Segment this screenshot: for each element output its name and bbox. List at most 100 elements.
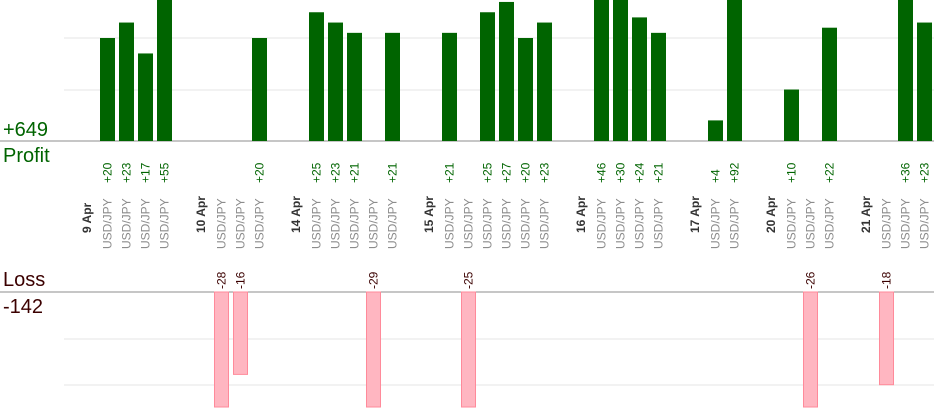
profit-value-label: +17 <box>139 162 153 183</box>
profit-bar <box>708 120 723 141</box>
profit-bar <box>499 1 514 142</box>
profit-bar <box>100 38 115 141</box>
profit-value-label: +23 <box>538 162 552 183</box>
pair-label: USD/JPY <box>614 198 628 249</box>
profit-value-label: +21 <box>443 162 457 183</box>
date-label: 15 Apr <box>422 196 436 233</box>
date-label: 14 Apr <box>289 196 303 233</box>
profit-bar <box>157 0 172 141</box>
profit-bar <box>442 32 457 141</box>
pair-label: USD/JPY <box>918 198 932 249</box>
pair-label: USD/JPY <box>652 198 666 249</box>
profit-total: +649 <box>3 119 49 141</box>
loss-bar <box>214 291 229 408</box>
profit-bar <box>385 32 400 141</box>
loss-bar <box>366 291 381 408</box>
profit-value-label: +55 <box>158 162 172 183</box>
profit-value-label: +21 <box>652 162 666 183</box>
loss-value-label: -29 <box>367 271 381 289</box>
profit-value-label: +25 <box>310 162 324 183</box>
pair-label: USD/JPY <box>462 198 476 249</box>
pair-label: USD/JPY <box>443 198 457 249</box>
profit-bar <box>119 22 134 141</box>
date-label: 10 Apr <box>194 196 208 233</box>
pair-label: USD/JPY <box>158 198 172 249</box>
profit-value-label: +92 <box>728 162 742 183</box>
loss-value-label: -26 <box>804 271 818 289</box>
profit-bar <box>537 22 552 141</box>
pair-label: USD/JPY <box>481 198 495 249</box>
pair-label: USD/JPY <box>329 198 343 249</box>
loss-value-label: -18 <box>880 271 894 289</box>
pair-label: USD/JPY <box>880 198 894 249</box>
profit-value-label: +23 <box>918 162 932 183</box>
pair-label: USD/JPY <box>538 198 552 249</box>
loss-label: Loss <box>3 269 46 291</box>
profit-bar <box>480 12 495 141</box>
profit-bar <box>727 0 742 141</box>
profit-bar <box>632 17 647 141</box>
pair-label: USD/JPY <box>348 198 362 249</box>
date-label: 21 Apr <box>859 196 873 233</box>
pair-label: USD/JPY <box>823 198 837 249</box>
pair-label: USD/JPY <box>785 198 799 249</box>
profit-bar <box>594 0 609 141</box>
date-label: 17 Apr <box>688 196 702 233</box>
profit-value-label: +10 <box>785 162 799 183</box>
date-label: 9 Apr <box>80 202 94 233</box>
pair-label: USD/JPY <box>500 198 514 249</box>
pair-label: USD/JPY <box>215 198 229 249</box>
pair-label: USD/JPY <box>310 198 324 249</box>
profit-bar <box>328 22 343 141</box>
profit-bar <box>309 12 324 141</box>
pair-label: USD/JPY <box>386 198 400 249</box>
profit-label: Profit <box>3 145 50 167</box>
profit-bar <box>651 32 666 141</box>
pair-label: USD/JPY <box>139 198 153 249</box>
pair-label: USD/JPY <box>101 198 115 249</box>
date-label: 16 Apr <box>574 196 588 233</box>
profit-value-label: +23 <box>120 162 134 183</box>
loss-bar <box>461 291 476 408</box>
profit-value-label: +46 <box>595 162 609 183</box>
pair-label: USD/JPY <box>899 198 913 249</box>
pair-label: USD/JPY <box>804 198 818 249</box>
profit-bar <box>138 53 153 142</box>
profit-bar <box>518 38 533 141</box>
loss-value-label: -16 <box>234 271 248 289</box>
profit-value-label: +27 <box>500 162 514 183</box>
loss-total: -142 <box>3 296 44 318</box>
profit-bar <box>347 32 362 141</box>
profit-bar <box>784 89 799 141</box>
pair-label: USD/JPY <box>595 198 609 249</box>
profit-value-label: +20 <box>101 162 115 183</box>
pair-label: USD/JPY <box>519 198 533 249</box>
profit-bar <box>252 38 267 141</box>
profit-value-label: +21 <box>348 162 362 183</box>
profit-bar <box>613 0 628 141</box>
profit-value-label: +21 <box>386 162 400 183</box>
pair-label: USD/JPY <box>253 198 267 249</box>
pair-label: USD/JPY <box>367 198 381 249</box>
profit-value-label: +30 <box>614 162 628 183</box>
pair-label: USD/JPY <box>234 198 248 249</box>
profit-value-label: +23 <box>329 162 343 183</box>
pair-label: USD/JPY <box>120 198 134 249</box>
profit-value-label: +22 <box>823 162 837 183</box>
pair-label: USD/JPY <box>709 198 723 249</box>
profit-value-label: +24 <box>633 162 647 183</box>
loss-bar <box>233 291 248 375</box>
profit-value-label: +4 <box>709 169 723 183</box>
profit-value-label: +25 <box>481 162 495 183</box>
profit-value-label: +20 <box>519 162 533 183</box>
profit-bar <box>917 22 932 141</box>
loss-value-label: -28 <box>215 271 229 289</box>
profit-bar <box>898 0 913 141</box>
profit-bar <box>822 27 837 142</box>
loss-bar <box>879 291 894 386</box>
profit-value-label: +36 <box>899 162 913 183</box>
pair-label: USD/JPY <box>633 198 647 249</box>
profit-value-label: +20 <box>253 162 267 183</box>
loss-value-label: -25 <box>462 271 476 289</box>
